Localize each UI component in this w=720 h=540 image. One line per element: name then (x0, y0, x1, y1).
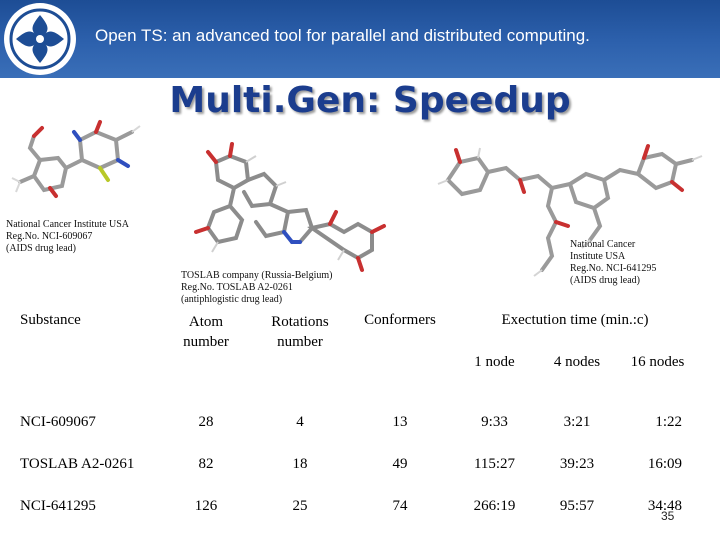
header-conformers: Conformers (364, 312, 436, 328)
cell-atom: 28 (198, 414, 214, 430)
cell-rotations: 25 (292, 498, 308, 514)
cell-rotations: 4 (296, 414, 304, 430)
cell-substance: NCI-641295 (20, 498, 96, 514)
cell-time-16-nodes: 16:09 (647, 456, 682, 472)
cell-atom: 126 (194, 498, 218, 514)
table-row: NCI-609067 28 4 13 9:33 3:21 1:22 (20, 414, 698, 456)
cell-time-4-nodes: 39:23 (559, 456, 595, 472)
cell-time-1-node: 266:19 (473, 498, 516, 514)
table-subheader-row: 1 node 4 nodes 16 nodes (20, 354, 698, 414)
header-rotations-number: Rotations number (271, 314, 329, 350)
logo-emblem-icon (9, 8, 71, 70)
header-1-node: 1 node (474, 354, 515, 370)
cell-substance: TOSLAB A2-0261 (20, 456, 135, 472)
note-nci-609067: National Cancer Institute USA Reg.No. NC… (6, 219, 130, 254)
cell-conformers: 74 (392, 498, 408, 514)
cell-conformers: 49 (392, 456, 408, 472)
molecule-nci-609067-image (11, 120, 141, 198)
note-nci-641295: National Cancer Institute USA Reg.No. NC… (570, 239, 657, 286)
speedup-table: Substance Atom number Rotations number C… (20, 312, 698, 540)
slide-title: Multi.Gen: Speedup (169, 80, 571, 121)
note-toslab: TOSLAB company (Russia-Belgium) Reg.No. … (181, 270, 333, 305)
cell-time-1-node: 9:33 (481, 414, 508, 430)
table-row: NCI-641295 126 25 74 266:19 95:57 34:48 (20, 498, 698, 540)
cell-rotations: 18 (292, 456, 308, 472)
header-title: Open TS: an advanced tool for parallel a… (95, 26, 590, 45)
header-execution-time: Exectution time (min.:c) (501, 312, 649, 328)
molecule-nci-641295-image (437, 144, 703, 277)
header-atom-number: Atom number (183, 314, 229, 350)
cell-time-1-node: 115:27 (473, 456, 516, 472)
cell-time-16-nodes: 34:48 (647, 498, 682, 514)
header-16-nodes: 16 nodes (630, 354, 685, 370)
cell-time-4-nodes: 3:21 (563, 414, 591, 430)
header-substance: Substance (20, 312, 81, 328)
molecule-toslab-a2-0261-image (194, 142, 386, 272)
page-number: 35 (661, 509, 675, 523)
header-bar: Open TS: an advanced tool for parallel a… (0, 0, 720, 78)
institute-logo (6, 5, 74, 73)
header-4-nodes: 4 nodes (553, 354, 601, 370)
cell-conformers: 13 (392, 414, 408, 430)
cell-time-4-nodes: 95:57 (559, 498, 595, 514)
table-row: TOSLAB A2-0261 82 18 49 115:27 39:23 16:… (20, 456, 698, 498)
table-header-row: Substance Atom number Rotations number C… (20, 312, 698, 354)
cell-substance: NCI-609067 (20, 414, 96, 430)
cell-atom: 82 (198, 456, 214, 472)
cell-time-16-nodes: 1:22 (655, 414, 682, 430)
